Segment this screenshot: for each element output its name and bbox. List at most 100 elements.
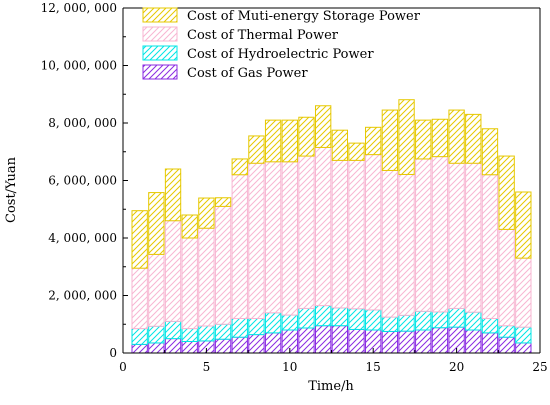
bar-cost-of-thermal-power-12: [314, 146, 332, 307]
bar-cost-of-muti-energy-storage-power-18: [415, 119, 432, 160]
bar-cost-of-thermal-power-20: [448, 162, 465, 309]
bar-cost-of-hydroelectric-power-3: [164, 320, 182, 340]
bar-cost-of-hydroelectric-power-22: [481, 318, 499, 334]
x-tick-label-25: 25: [532, 360, 547, 374]
bar-cost-of-gas-power-3: [164, 338, 182, 354]
bar-cost-of-muti-energy-storage-power-22: [481, 128, 499, 176]
bar-cost-of-hydroelectric-power-1: [131, 328, 148, 345]
axes-layer: 0 5 10 15 20 25 0 2, 000, 000 4, 000, 000 6, 000,…: [41, 1, 548, 374]
bar-cost-of-gas-power-17: [398, 330, 415, 354]
bar-cost-of-gas-power-1: [131, 343, 148, 354]
bar-cost-of-gas-power-7: [231, 336, 248, 354]
bar-cost-of-hydroelectric-power-19: [431, 311, 449, 329]
bar-cost-of-thermal-power-13: [331, 159, 349, 309]
legend-label-cost-of-thermal-power: Cost of Thermal Power: [187, 28, 339, 43]
bar-cost-of-muti-energy-storage-power-11: [298, 116, 315, 157]
y-tick-label-10000000: 10, 000, 000: [41, 59, 117, 73]
bar-cost-of-gas-power-4: [181, 341, 198, 354]
bar-cost-of-gas-power-2: [148, 342, 165, 354]
bar-cost-of-hydroelectric-power-11: [298, 307, 315, 329]
legend-swatch-cost-of-gas-power: [142, 64, 178, 80]
bar-cost-of-muti-energy-storage-power-19: [431, 118, 449, 158]
bar-cost-of-thermal-power-7: [231, 174, 248, 319]
bar-cost-of-thermal-power-10: [281, 161, 298, 316]
y-tick-label-0: 0: [109, 346, 117, 360]
bar-cost-of-gas-power-21: [465, 329, 482, 354]
bar-cost-of-thermal-power-5: [198, 227, 215, 327]
bar-cost-of-muti-energy-storage-power-20: [448, 109, 465, 164]
bar-cost-of-thermal-power-23: [498, 228, 515, 327]
y-axis-title: Cost/Yuan: [4, 156, 19, 223]
bar-cost-of-thermal-power-21: [465, 162, 482, 313]
bar-cost-of-hydroelectric-power-2: [148, 325, 165, 344]
bar-cost-of-muti-energy-storage-power-21: [465, 113, 482, 164]
x-tick-label-20: 20: [449, 360, 464, 374]
bar-cost-of-muti-energy-storage-power-10: [281, 119, 298, 163]
bar-cost-of-muti-energy-storage-power-2: [148, 192, 165, 255]
bar-cost-of-thermal-power-22: [481, 174, 499, 319]
bar-cost-of-hydroelectric-power-18: [415, 310, 432, 331]
bar-cost-of-muti-energy-storage-power-23: [498, 155, 515, 230]
bar-cost-of-gas-power-18: [415, 329, 432, 354]
bar-cost-of-thermal-power-9: [264, 161, 282, 314]
bar-cost-of-gas-power-22: [481, 332, 499, 354]
bar-cost-of-gas-power-13: [331, 325, 349, 354]
bar-cost-of-thermal-power-24: [515, 257, 532, 328]
x-tick-label-15: 15: [366, 360, 381, 374]
bar-cost-of-muti-energy-storage-power-14: [348, 142, 365, 161]
bar-cost-of-hydroelectric-power-23: [498, 325, 515, 338]
legend-label-cost-of-hydroelectric-power: Cost of Hydroelectric Power: [187, 47, 374, 62]
bar-cost-of-gas-power-14: [348, 328, 365, 354]
bar-cost-of-hydroelectric-power-14: [348, 308, 365, 330]
bar-cost-of-muti-energy-storage-power-1: [131, 210, 148, 269]
bar-cost-of-hydroelectric-power-5: [198, 325, 215, 342]
bar-cost-of-muti-energy-storage-power-16: [381, 109, 399, 171]
y-tick-label-4000000: 4, 000, 000: [48, 231, 117, 245]
bar-cost-of-muti-energy-storage-power-24: [515, 191, 532, 259]
bar-cost-of-gas-power-16: [381, 330, 399, 354]
y-tick-label-12000000: 12, 000, 000: [41, 1, 117, 15]
bar-cost-of-hydroelectric-power-13: [331, 307, 349, 327]
y-tick-label-2000000: 2, 000, 000: [48, 289, 117, 303]
bar-cost-of-muti-energy-storage-power-12: [314, 105, 332, 148]
legend-label-cost-of-gas-power: Cost of Gas Power: [187, 66, 308, 81]
bar-cost-of-thermal-power-16: [381, 169, 399, 318]
bar-cost-of-muti-energy-storage-power-6: [214, 197, 232, 207]
bar-cost-of-thermal-power-11: [298, 155, 315, 309]
bar-cost-of-hydroelectric-power-17: [398, 314, 415, 332]
bar-cost-of-gas-power-12: [314, 325, 332, 354]
bar-cost-of-muti-energy-storage-power-17: [398, 99, 415, 175]
bar-cost-of-muti-energy-storage-power-15: [365, 126, 382, 156]
bar-cost-of-muti-energy-storage-power-8: [248, 135, 265, 164]
y-tick-label-8000000: 8, 000, 000: [48, 116, 117, 130]
bar-cost-of-hydroelectric-power-12: [314, 305, 332, 327]
bar-cost-of-hydroelectric-power-7: [231, 318, 248, 338]
bar-cost-of-hydroelectric-power-24: [515, 326, 532, 344]
bar-cost-of-gas-power-8: [248, 334, 265, 354]
x-axis-title: Time/h: [308, 379, 354, 394]
bar-cost-of-gas-power-23: [498, 336, 515, 354]
bar-cost-of-thermal-power-15: [365, 154, 382, 311]
bar-cost-of-thermal-power-3: [164, 220, 182, 322]
bars-layer: [131, 99, 532, 354]
bar-cost-of-hydroelectric-power-8: [248, 318, 265, 336]
legend-swatch-cost-of-muti-energy-storage-power: [142, 7, 178, 23]
bar-cost-of-hydroelectric-power-16: [381, 316, 399, 332]
bar-cost-of-gas-power-6: [214, 338, 232, 354]
bar-cost-of-muti-energy-storage-power-13: [331, 129, 349, 161]
x-tick-label-5: 5: [203, 360, 211, 374]
bar-cost-of-muti-energy-storage-power-4: [181, 214, 198, 239]
bar-cost-of-gas-power-24: [515, 342, 532, 354]
legend: Cost of Muti-energy Storage Power Cost of…: [142, 7, 421, 81]
bar-cost-of-thermal-power-2: [148, 253, 165, 327]
bar-cost-of-hydroelectric-power-6: [214, 323, 232, 340]
x-tick-label-10: 10: [282, 360, 297, 374]
bar-cost-of-thermal-power-6: [214, 205, 232, 325]
bar-cost-of-muti-energy-storage-power-5: [198, 197, 215, 229]
bar-cost-of-gas-power-9: [264, 332, 282, 354]
bar-cost-of-hydroelectric-power-10: [281, 314, 298, 331]
bar-cost-of-thermal-power-17: [398, 173, 415, 316]
y-tick-label-6000000: 6, 000, 000: [48, 174, 117, 188]
bar-cost-of-muti-energy-storage-power-7: [231, 158, 248, 176]
